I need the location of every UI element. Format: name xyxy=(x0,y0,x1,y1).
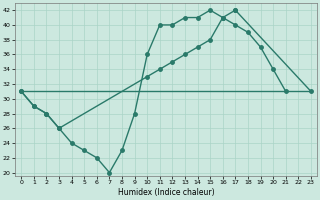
X-axis label: Humidex (Indice chaleur): Humidex (Indice chaleur) xyxy=(118,188,214,197)
